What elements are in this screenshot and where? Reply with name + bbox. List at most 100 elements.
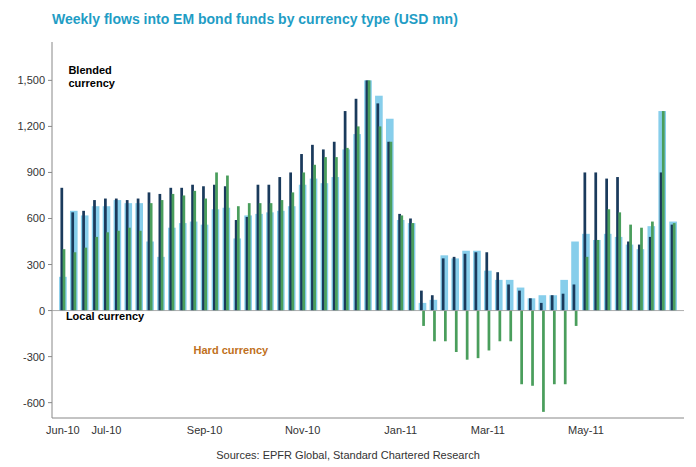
bar-hard	[597, 240, 600, 311]
bar-hard	[226, 176, 229, 311]
bar-hard	[509, 311, 512, 342]
bar-hard	[139, 231, 142, 311]
bar-blended	[669, 222, 677, 311]
bar-hard	[400, 215, 403, 310]
bar-blended	[517, 288, 525, 311]
bar-hard	[84, 248, 87, 311]
bar-local	[562, 294, 565, 311]
bar-local	[551, 295, 554, 310]
x-axis: Jun-10Jul-10Sep-10Nov-10Jan-11Mar-11May-…	[46, 424, 604, 436]
bar-hard	[215, 172, 218, 310]
bar-blended	[462, 251, 470, 311]
y-tick	[48, 310, 52, 311]
y-tick-label: -300	[23, 351, 45, 363]
bar-hard	[586, 257, 589, 311]
bar-blended	[528, 298, 536, 310]
bar-hard	[651, 222, 654, 311]
y-tick-label: 1,200	[17, 120, 45, 132]
bar-hard	[302, 172, 305, 310]
bar-hard	[422, 311, 425, 326]
bar-hard	[433, 311, 436, 342]
bar-hard	[291, 192, 294, 310]
y-axis-line	[52, 42, 53, 418]
bar-hard	[607, 209, 610, 310]
bar-blended	[539, 295, 547, 310]
bar-blended	[386, 119, 394, 311]
bar-hard	[520, 311, 523, 385]
y-tick-label: 900	[27, 166, 45, 178]
y-tick-label: 0	[39, 305, 45, 317]
bar-hard	[477, 311, 480, 359]
bar-hard	[193, 191, 196, 311]
bar-hard	[63, 249, 66, 310]
bar-hard	[106, 232, 109, 310]
bar-hard	[128, 228, 131, 311]
bar-blended	[549, 295, 557, 310]
y-tick	[48, 218, 52, 219]
bar-hard	[662, 111, 665, 311]
chart: Weekly flows into EM bond funds by curre…	[0, 0, 696, 467]
title: Weekly flows into EM bond funds by curre…	[52, 11, 458, 27]
bar-hard	[204, 199, 207, 311]
bar-hard	[346, 148, 349, 311]
bars	[59, 80, 677, 411]
bar-blended	[440, 255, 448, 310]
y-tick	[48, 172, 52, 173]
bar-blended	[571, 242, 579, 311]
bar-hard	[673, 223, 676, 310]
x-tick-label: Jul-10	[91, 424, 121, 436]
bar-local	[540, 303, 543, 311]
bar-local	[442, 258, 445, 310]
bar-blended	[658, 111, 666, 311]
bar-hard	[629, 225, 632, 311]
y-tick-label: 600	[27, 212, 45, 224]
bar-hard	[531, 311, 534, 386]
zero-line	[52, 310, 684, 311]
bar-local	[453, 257, 456, 311]
bar-local	[573, 284, 576, 310]
bar-hard	[237, 206, 240, 310]
x-axis-line	[52, 418, 684, 419]
bar-hard	[335, 157, 338, 310]
bar-hard	[455, 311, 458, 352]
x-tick-label: May-11	[568, 424, 604, 436]
bar-hard	[368, 80, 371, 310]
bar-local	[507, 284, 510, 310]
bar-hard	[390, 142, 393, 311]
bar-hard	[379, 126, 382, 310]
bar-hard	[466, 311, 469, 360]
y-tick	[48, 264, 52, 265]
y-tick-label: 300	[27, 259, 45, 271]
bar-hard	[542, 311, 545, 412]
bar-hard	[117, 231, 120, 311]
bar-hard	[553, 311, 556, 385]
y-tick	[48, 402, 52, 403]
bar-hard	[357, 126, 360, 310]
bar-hard	[95, 237, 98, 311]
bar-hard	[444, 311, 447, 342]
annotation: Hard currency	[194, 344, 269, 356]
bar-hard	[575, 311, 578, 326]
bar-local	[518, 291, 521, 311]
bar-hard	[488, 311, 491, 351]
bar-hard	[172, 194, 175, 311]
bar-hard	[498, 311, 501, 342]
bar-hard	[270, 203, 273, 310]
bar-hard	[74, 252, 77, 310]
bar-blended	[560, 280, 568, 311]
bar-hard	[259, 203, 262, 310]
bar-hard	[161, 200, 164, 310]
source: Sources: EPFR Global, Standard Chartered…	[216, 449, 480, 461]
bar-hard	[150, 203, 153, 310]
bar-blended	[408, 223, 416, 310]
x-tick-label: Jan-11	[384, 424, 417, 436]
y-tick-label: -600	[23, 397, 45, 409]
bar-hard	[281, 200, 284, 310]
y-tick	[48, 80, 52, 81]
bar-local	[529, 298, 532, 310]
bar-blended	[364, 80, 372, 310]
bar-blended	[473, 251, 481, 311]
y-axis: -600 -300 0 300 600 900 1,200 1,500	[17, 74, 52, 408]
y-tick-label: 1,500	[17, 74, 45, 86]
bar-local	[464, 254, 467, 311]
